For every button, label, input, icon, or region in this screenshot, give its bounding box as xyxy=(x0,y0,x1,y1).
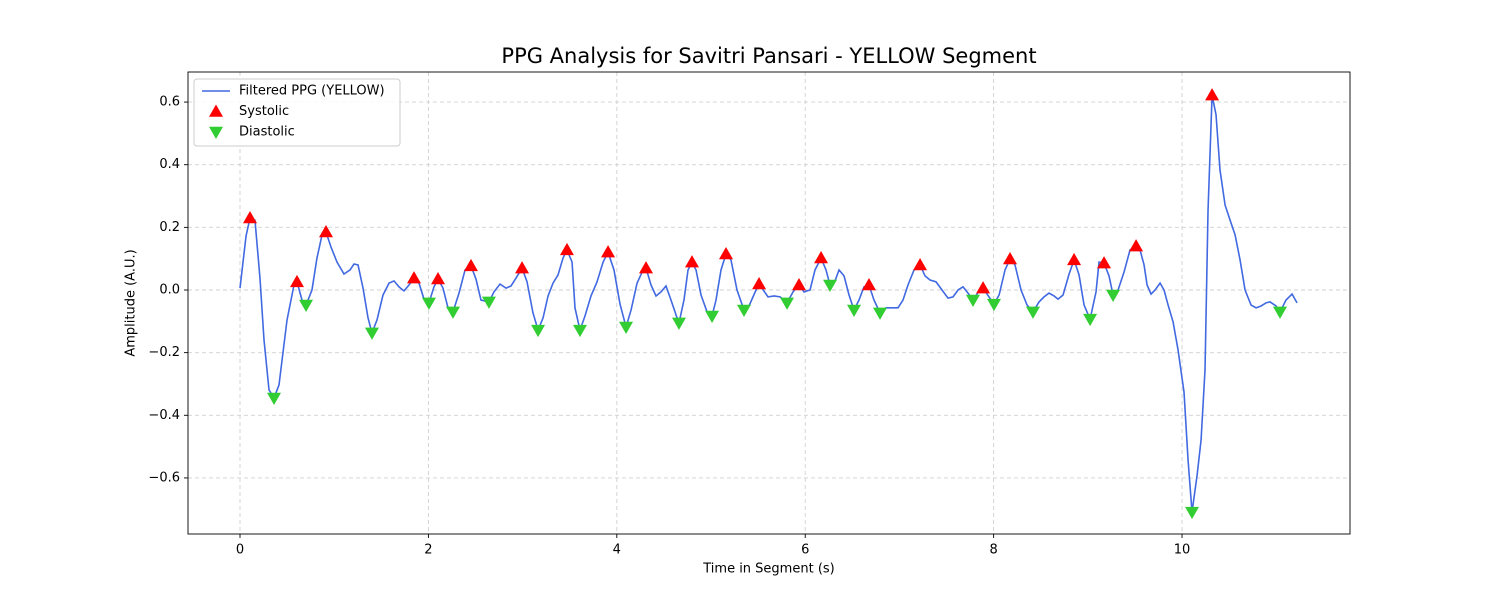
y-tick-label: 0.0 xyxy=(159,283,180,298)
systolic-marker xyxy=(319,225,334,238)
legend-label: Filtered PPG (YELLOW) xyxy=(239,84,385,99)
systolic-marker xyxy=(289,274,304,288)
systolic-marker xyxy=(515,261,530,274)
x-tick-label: 2 xyxy=(424,543,432,558)
x-tick-label: 6 xyxy=(801,543,809,558)
systolic-marker xyxy=(814,251,829,264)
ppg-line xyxy=(239,95,1298,513)
y-tick-label: 0.6 xyxy=(159,95,180,110)
y-tick-label: −0.6 xyxy=(148,470,180,485)
diastolic-marker xyxy=(1083,313,1098,327)
diastolic-marker xyxy=(572,324,587,338)
x-tick-label: 10 xyxy=(1174,543,1191,558)
diastolic-marker xyxy=(1273,306,1288,319)
systolic-marker xyxy=(242,210,257,224)
systolic-marker xyxy=(861,277,876,291)
diastolic-marker xyxy=(705,310,720,323)
systolic-marker xyxy=(792,277,807,291)
y-tick-label: 0.2 xyxy=(159,220,180,235)
diastolic-marker xyxy=(364,327,379,340)
diastolic-marker xyxy=(267,392,282,406)
diastolic-marker xyxy=(481,296,496,309)
diastolic-marker xyxy=(873,307,888,320)
diastolic-marker xyxy=(780,297,795,310)
diastolic-marker xyxy=(671,317,686,330)
x-tick-label: 8 xyxy=(989,543,997,558)
systolic-marker xyxy=(406,271,421,284)
systolic-marker xyxy=(1067,252,1082,266)
diastolic-marker xyxy=(822,279,837,292)
systolic-marker xyxy=(431,272,446,285)
diastolic-marker xyxy=(531,324,546,338)
x-tick-label: 4 xyxy=(613,543,621,558)
diastolic-marker xyxy=(445,306,460,319)
x-axis-label: Time in Segment (s) xyxy=(702,562,834,577)
systolic-marker xyxy=(1205,88,1220,101)
systolic-marker xyxy=(463,258,478,272)
systolic-marker xyxy=(976,281,991,294)
diastolic-marker xyxy=(847,304,862,318)
systolic-marker xyxy=(684,255,699,268)
systolic-marker xyxy=(1129,239,1144,252)
diastolic-marker xyxy=(736,304,751,318)
diastolic-marker xyxy=(987,298,1002,312)
diastolic-marker xyxy=(299,299,314,313)
legend-label: Diastolic xyxy=(239,125,295,140)
systolic-marker xyxy=(1097,256,1112,269)
systolic-marker xyxy=(601,245,616,258)
diastolic-marker xyxy=(965,294,980,308)
systolic-marker xyxy=(1003,251,1018,265)
y-axis-label: Amplitude (A.U.) xyxy=(124,249,139,356)
y-tick-label: 0.4 xyxy=(159,157,180,172)
systolic-marker xyxy=(752,277,767,290)
diastolic-marker xyxy=(1026,306,1041,319)
y-tick-label: −0.2 xyxy=(148,345,180,360)
systolic-marker xyxy=(913,257,928,271)
diastolic-marker xyxy=(619,321,634,334)
legend-marker xyxy=(209,126,223,139)
diastolic-marker xyxy=(1106,289,1121,303)
legend-marker xyxy=(209,104,223,117)
systolic-marker xyxy=(559,242,574,256)
plot-frame xyxy=(187,71,1351,535)
chart-title: PPG Analysis for Savitri Pansari - YELLO… xyxy=(501,44,1036,68)
systolic-marker xyxy=(718,246,733,260)
x-tick-label: 0 xyxy=(236,543,244,558)
y-tick-label: −0.4 xyxy=(148,408,180,423)
legend-label: Systolic xyxy=(239,104,289,119)
legend-box xyxy=(193,78,401,147)
systolic-marker xyxy=(639,261,654,274)
diastolic-marker xyxy=(1185,506,1200,520)
diastolic-marker xyxy=(421,297,436,310)
